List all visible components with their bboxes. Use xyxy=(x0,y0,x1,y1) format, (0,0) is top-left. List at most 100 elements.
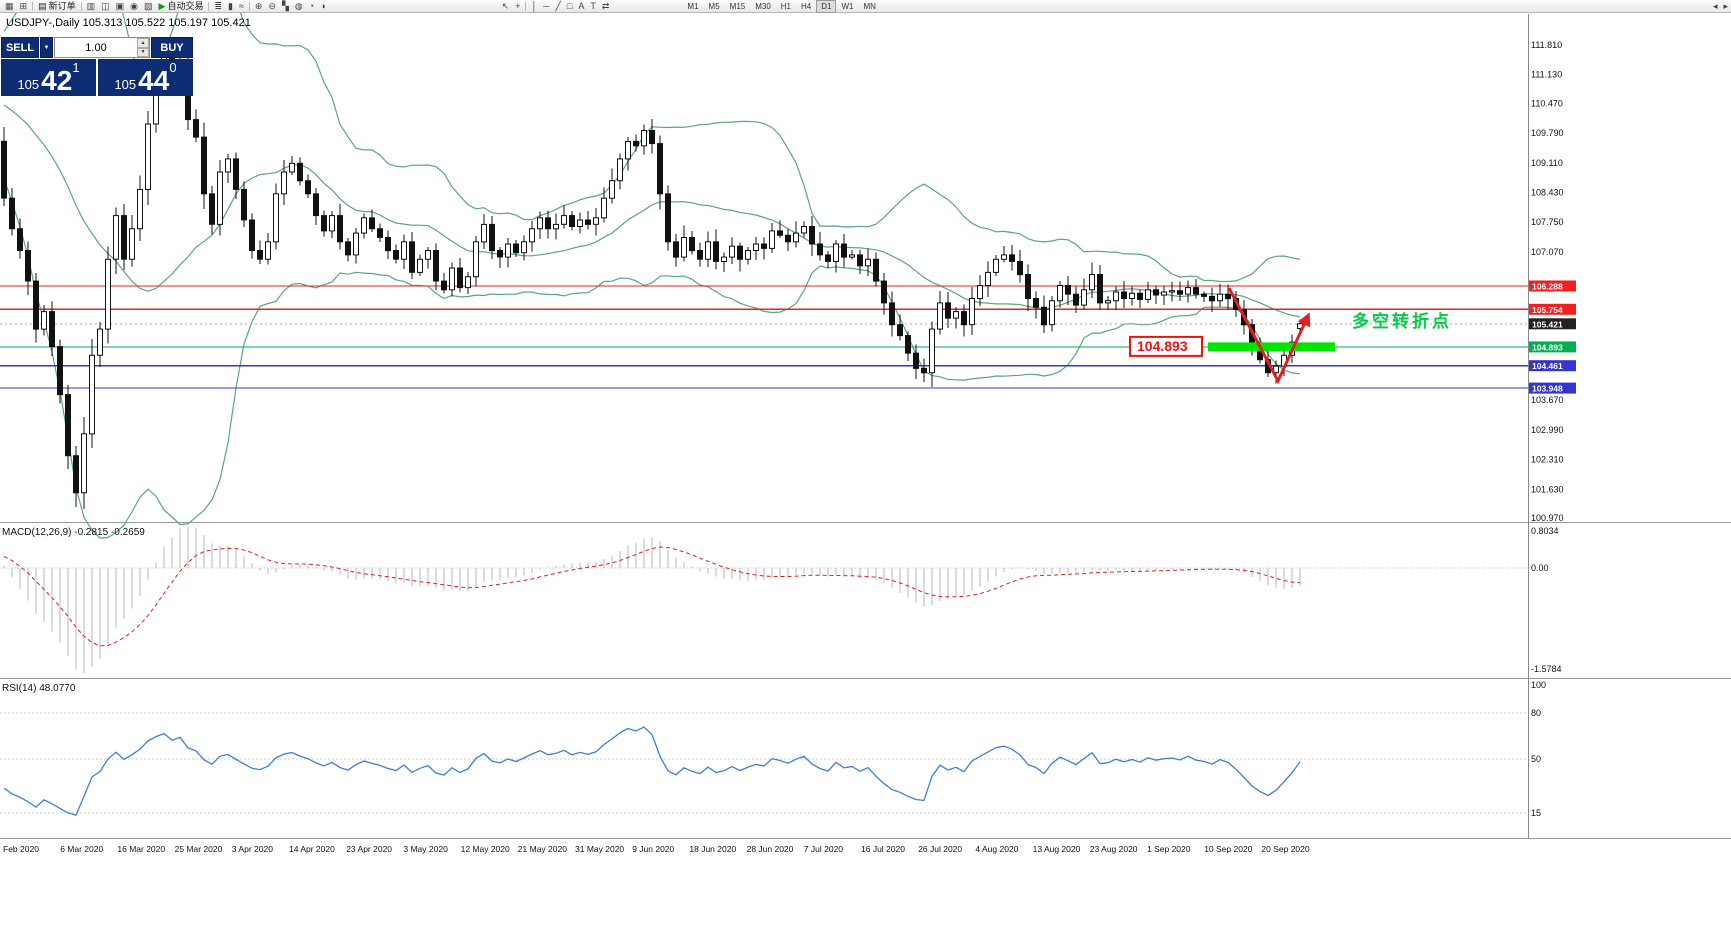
auto-trading-icon: ▶ xyxy=(158,0,166,11)
periods-button[interactable]: ◔ xyxy=(306,0,317,13)
sell-price-pips: 42 xyxy=(41,65,73,96)
timeframe-h4-button[interactable]: H4 xyxy=(801,1,812,11)
sell-price-tile[interactable]: 105 42 1 xyxy=(1,59,96,96)
svg-text:109.110: 109.110 xyxy=(1531,158,1563,168)
svg-text:105.754: 105.754 xyxy=(1532,305,1563,315)
sell-price-point: 1 xyxy=(72,60,80,75)
zoom-out-button[interactable]: ⊖ xyxy=(265,0,279,13)
svg-text:9 Jun 2020: 9 Jun 2020 xyxy=(632,844,674,854)
timeframe-mn-button[interactable]: MN xyxy=(863,1,876,11)
svg-text:0.00: 0.00 xyxy=(1531,563,1549,573)
profiles-icon: ⊞ xyxy=(19,0,28,11)
terminal-button[interactable]: ◉ xyxy=(127,0,141,13)
toolbar-separator xyxy=(248,1,250,11)
timeframe-m1-button[interactable]: M1 xyxy=(687,1,699,11)
trade-prices-row: 105 42 1 105 44 0 xyxy=(1,59,193,96)
templates-button[interactable]: ◑ xyxy=(317,0,328,13)
svg-text:18 Jun 2020: 18 Jun 2020 xyxy=(689,844,736,854)
rectangle-button[interactable]: □ xyxy=(564,0,575,13)
sell-price-main: 105 xyxy=(17,77,40,92)
scroll-left-button[interactable]: ◂ xyxy=(1710,0,1721,13)
svg-text:107.070: 107.070 xyxy=(1531,247,1564,257)
svg-text:MACD(12,26,9) -0.2815 -0.2659: MACD(12,26,9) -0.2815 -0.2659 xyxy=(2,527,145,538)
svg-text:13 Aug 2020: 13 Aug 2020 xyxy=(1033,844,1081,854)
svg-text:15: 15 xyxy=(1531,808,1541,818)
horizontal-line-button[interactable]: ─ xyxy=(540,0,552,13)
timeframe-d1-button[interactable]: D1 xyxy=(816,0,837,13)
cursor-button[interactable]: ↖ xyxy=(499,0,513,13)
vertical-line-button[interactable]: │ xyxy=(528,0,540,13)
profiles-button[interactable]: ⊞ xyxy=(17,0,31,13)
volume-input[interactable] xyxy=(55,38,137,57)
svg-text:14 Apr 2020: 14 Apr 2020 xyxy=(289,844,335,854)
main-toolbar: ▦ ⊞ ▤ 新订单 ▥ ◫ ▣ ◉ ▧ ▶ 自动交易 ≣ ▮ ≈ ⊕ ⊖ ▚ ◍ ◔ ◑ ↖ + │ ─ ╱ □ A T ⇄ M1 M5 M1… xyxy=(0,0,1731,13)
new-order-button[interactable]: ▤ 新订单 xyxy=(35,0,79,13)
volume-spinner: ▲ ▼ xyxy=(137,38,149,57)
candlestick-chart-button[interactable]: ▮ xyxy=(225,0,236,13)
svg-text:3 May 2020: 3 May 2020 xyxy=(403,844,448,854)
timeframe-m15-button[interactable]: M15 xyxy=(729,1,746,11)
svg-text:多空转折点: 多空转折点 xyxy=(1352,311,1452,331)
buy-price-point: 0 xyxy=(169,60,177,75)
tile-windows-button[interactable]: ▚ xyxy=(279,0,292,13)
crosshair-button[interactable]: + xyxy=(512,0,523,13)
svg-text:4 Aug 2020: 4 Aug 2020 xyxy=(975,844,1018,854)
svg-text:111.130: 111.130 xyxy=(1531,70,1562,80)
indicators-icon: ◍ xyxy=(294,0,303,11)
chevron-up-icon: ▲ xyxy=(140,39,146,46)
svg-text:106.288: 106.288 xyxy=(1532,282,1563,292)
scroll-right-button[interactable]: ▸ xyxy=(1720,0,1731,13)
svg-text:31 May 2020: 31 May 2020 xyxy=(575,844,624,854)
line-chart-button[interactable]: ≈ xyxy=(236,0,247,13)
volume-down-button[interactable]: ▼ xyxy=(137,47,149,57)
svg-text:RSI(14) 48.0770: RSI(14) 48.0770 xyxy=(2,683,76,694)
buy-price-tile[interactable]: 105 44 0 xyxy=(98,59,193,96)
timeframe-h1-button[interactable]: H1 xyxy=(780,1,792,11)
svg-text:100: 100 xyxy=(1531,680,1546,690)
svg-text:-1.5784: -1.5784 xyxy=(1531,664,1562,674)
indicators-button[interactable]: ◍ xyxy=(292,0,306,13)
toolbar-gap xyxy=(612,6,682,7)
new-chart-button[interactable]: ▦ xyxy=(2,0,17,13)
timeframe-m30-button[interactable]: M30 xyxy=(755,1,771,11)
bar-chart-button[interactable]: ≣ xyxy=(211,0,225,13)
zoom-in-button[interactable]: ⊕ xyxy=(252,0,266,13)
svg-text:Feb 2020: Feb 2020 xyxy=(3,844,39,854)
timeframe-w1-button[interactable]: W1 xyxy=(841,1,854,11)
svg-text:26 Jul 2020: 26 Jul 2020 xyxy=(918,844,962,854)
svg-text:23 Aug 2020: 23 Aug 2020 xyxy=(1090,844,1138,854)
trendline-icon: ╱ xyxy=(555,0,561,11)
volume-up-button[interactable]: ▲ xyxy=(137,38,149,48)
buy-button[interactable]: BUY xyxy=(151,37,193,58)
volume-dropdown-button[interactable]: ▼ xyxy=(40,37,53,58)
vertical-line-icon: │ xyxy=(531,0,538,11)
svg-text:101.630: 101.630 xyxy=(1531,484,1564,494)
navigator-icon: ▣ xyxy=(115,0,125,11)
auto-trading-button[interactable]: ▶ 自动交易 xyxy=(156,0,207,13)
text-button[interactable]: A xyxy=(575,0,587,13)
data-window-button[interactable]: ◫ xyxy=(98,0,113,13)
timeframe-m5-button[interactable]: M5 xyxy=(708,1,720,11)
templates-icon: ◑ xyxy=(320,0,326,11)
svg-text:23 Apr 2020: 23 Apr 2020 xyxy=(346,844,392,854)
text-label-button[interactable]: T xyxy=(587,0,599,13)
toolbar-gap xyxy=(329,6,499,7)
sell-button[interactable]: SELL xyxy=(1,37,39,58)
market-watch-icon: ▥ xyxy=(86,0,96,11)
arrow-tools-icon: ⇄ xyxy=(601,0,610,11)
line-chart-icon: ≈ xyxy=(238,0,244,11)
svg-text:0.8034: 0.8034 xyxy=(1531,526,1559,536)
svg-text:110.470: 110.470 xyxy=(1531,98,1563,108)
trendline-button[interactable]: ╱ xyxy=(552,0,563,13)
market-watch-button[interactable]: ▥ xyxy=(84,0,99,13)
arrow-tools-button[interactable]: ⇄ xyxy=(599,0,613,13)
text-label-icon: T xyxy=(590,0,596,11)
cursor-icon: ↖ xyxy=(501,0,510,11)
scroll-left-icon: ◂ xyxy=(1712,0,1718,11)
new-order-label: 新订单 xyxy=(48,0,76,11)
strategy-tester-button[interactable]: ▧ xyxy=(141,0,156,13)
svg-text:100.970: 100.970 xyxy=(1531,513,1564,523)
svg-text:16 Mar 2020: 16 Mar 2020 xyxy=(117,844,165,854)
navigator-button[interactable]: ▣ xyxy=(113,0,128,13)
